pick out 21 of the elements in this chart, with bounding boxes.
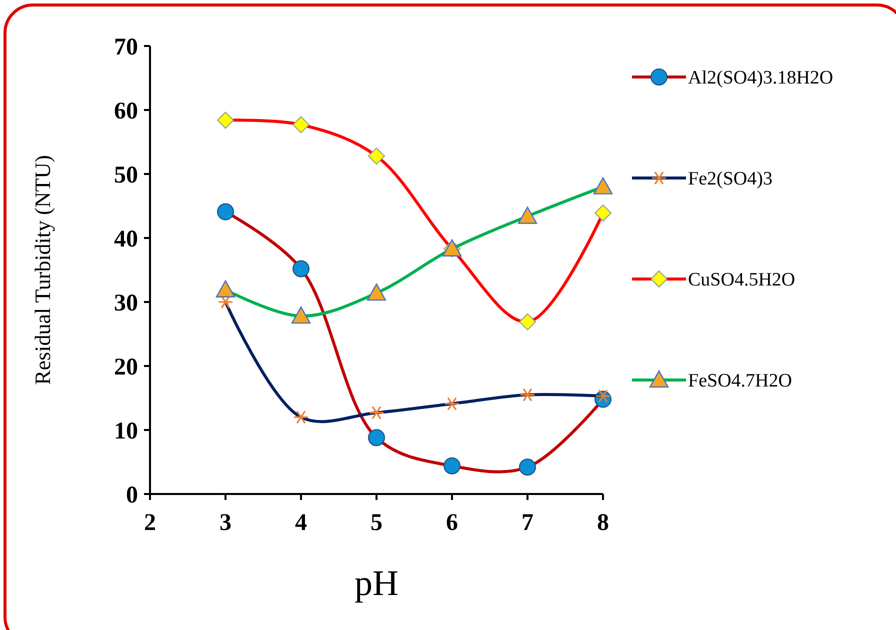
y-tick-label: 40	[114, 226, 138, 252]
legend-label: Al2(SO4)3.18H2O	[688, 68, 834, 89]
y-tick-label: 70	[114, 34, 138, 60]
legend-label: FeSO4.7H2O	[688, 370, 792, 392]
y-tick-label: 0	[126, 482, 138, 508]
legend-label: CuSO4.5H2O	[688, 270, 796, 291]
x-tick-label: 4	[295, 510, 307, 536]
x-tick-label: 6	[446, 510, 458, 536]
x-tick-label: 8	[597, 510, 609, 536]
x-tick-label: 3	[220, 510, 232, 536]
y-tick-label: 20	[114, 354, 138, 380]
x-tick-label: 2	[144, 510, 156, 536]
y-axis-title: Residual Turbidity (NTU)	[30, 155, 55, 385]
legend-label: Fe2(SO4)3	[688, 168, 772, 190]
y-tick-label: 30	[114, 290, 138, 316]
x-axis-title: pH	[354, 563, 398, 603]
y-tick-label: 60	[114, 98, 138, 124]
x-tick-label: 7	[522, 510, 534, 536]
y-tick-label: 50	[114, 162, 138, 188]
x-tick-label: 5	[370, 510, 382, 536]
y-tick-label: 10	[114, 418, 138, 444]
